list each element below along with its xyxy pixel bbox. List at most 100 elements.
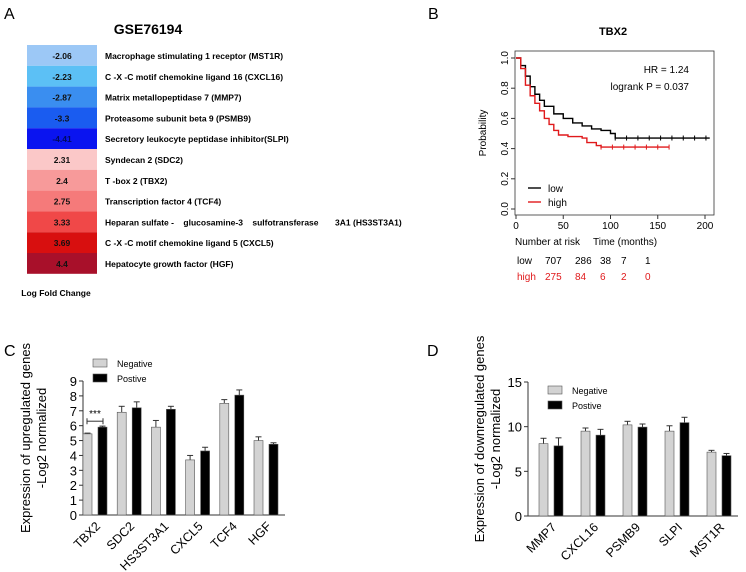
x-tick-label: MMP7 [524,520,559,555]
legend-swatch-postive [92,373,108,383]
heatmap-value: 3.69 [54,238,71,248]
heatmap-cell [27,107,97,129]
x-tick-label: HGF [246,519,275,548]
y-tick-label: 2 [70,478,77,493]
y-tick-label: 3 [70,463,77,478]
heatmap-row-label: C -X -C motif chemokine ligand 5 (CXCL5) [105,238,274,248]
panel-label-c: C [4,343,16,360]
heatmap-row-label: Proteasome subunit beta 9 (PSMB9) [105,113,251,123]
heatmap-row-label: Heparan sulfate - glucosamine-3 sulfotra… [105,217,402,227]
heatmap-cell [27,128,97,149]
heatmap-cell [27,169,97,191]
km-ytick-label: 0.0 [500,202,511,216]
heatmap-value: 3.33 [54,217,71,227]
y-tick-label: 4 [70,448,77,463]
y-tick-label: 5 [70,434,77,449]
x-tick-label: SLPI [656,520,685,549]
bar-negative-mmp7 [538,443,549,517]
risk-header: Number at risk [515,237,581,248]
heatmap-cell [27,253,97,274]
km-xtick-label: 100 [602,221,619,232]
y-axis-label: Expression of downregulated genes [472,335,487,542]
heatmap-row-label: Hepatocyte growth factor (HGF) [105,259,234,269]
heatmap-value: 4.4 [56,259,68,269]
km-ylabel: Probability [478,110,489,157]
km-xtick-label: 200 [697,221,714,232]
km-ytick-label: 0.4 [500,141,511,155]
y-tick-label: 9 [70,374,77,389]
heatmap-value: -2.23 [52,72,72,82]
bar-negative-tcf4 [219,403,230,516]
y-tick-label: 0 [70,508,77,523]
bar-postive-hgf [268,443,279,516]
risk-count: 0 [645,272,651,283]
heatmap-row-label: Syndecan 2 (SDC2) [105,155,183,165]
risk-count: 2 [621,272,627,283]
heatmap-title: GSE76194 [114,21,183,37]
heatmap-row-label: Secretory leukocyte peptidase inhibitor(… [105,134,289,144]
x-tick-label: MST1R [687,520,727,560]
y-tick-label: 1 [70,493,77,508]
bar-postive-sdc2 [131,407,142,516]
legend-label: Negative [117,359,153,369]
km-plot-frame [514,50,715,216]
significance-label: *** [89,409,101,420]
y-tick-label: 8 [70,389,77,404]
heatmap-xlabel: Log Fold Change [21,288,91,298]
bar-negative-tbx2 [82,433,93,516]
y-axis-label: -Log2 normalized [488,389,503,489]
bar-negative-cxcl16 [580,430,591,517]
bar-postive-slpi [679,422,690,517]
legend-label: Postive [117,374,147,384]
risk-count: 275 [545,272,562,283]
bar-postive-hs3st3a1 [166,408,176,516]
panel-label-a: A [4,6,15,23]
km-ytick-label: 0.2 [500,171,511,185]
y-axis-label: Expression of upregulated genes [18,342,33,533]
panel-label-b: B [428,6,439,23]
bar-postive-mmp7 [553,445,564,517]
heatmap-value: 2.31 [54,155,71,165]
bar-negative-psmb9 [622,424,633,517]
risk-count: 38 [600,256,612,267]
km-ytick-label: 0.6 [500,111,511,125]
risk-row-label: low [517,256,533,267]
bar-negative-slpi [664,430,675,517]
bar-postive-cxcl5 [200,450,210,516]
km-xlabel: Time (months) [593,237,657,248]
panel-label-d: D [427,343,439,360]
heatmap-value: -3.3 [55,113,70,123]
y-tick-label: 5 [515,464,522,479]
heatmap-cell [27,149,97,170]
km-ytick-label: 1.0 [500,51,511,65]
bar-negative-mst1r [706,451,717,517]
km-legend-label: low [548,184,564,195]
risk-count: 7 [621,256,627,267]
x-tick-label: CXCL5 [167,519,205,557]
bar-postive-psmb9 [637,426,648,517]
km-hr: HR = 1.24 [644,65,690,76]
heatmap-cell [27,45,97,66]
km-ytick-label: 0.8 [500,81,511,95]
heatmap-value: 2.4 [56,176,68,186]
y-axis-label: -Log2 normalized [34,388,49,488]
downregulated-bar-panel: 0 5 10 15 Expression of downregulated genes -… [472,335,738,564]
heatmap-value: 2.75 [54,197,71,207]
heatmap-row-label: Macrophage stimulating 1 receptor (MST1R… [105,51,283,61]
heatmap-cell [27,232,97,253]
survival-panel: TBX2 Probability HR = 1.24 logrank P = 0… [478,26,715,283]
km-logrank: logrank P = 0.037 [611,82,690,93]
legend-swatch-postive [547,400,563,410]
bar-postive-tbx2 [97,426,108,516]
bar-negative-hgf [253,440,264,516]
x-tick-label: TCF4 [208,519,240,551]
km-xtick-label: 50 [558,221,570,232]
legend-swatch-negative [92,358,108,368]
risk-row-label: high [517,272,536,283]
bar-negative-cxcl5 [185,459,195,516]
heatmap-row-label: Matrix metallopeptidase 7 (MMP7) [105,93,242,103]
heatmap-cell [27,65,97,87]
bar-negative-sdc2 [116,411,127,516]
